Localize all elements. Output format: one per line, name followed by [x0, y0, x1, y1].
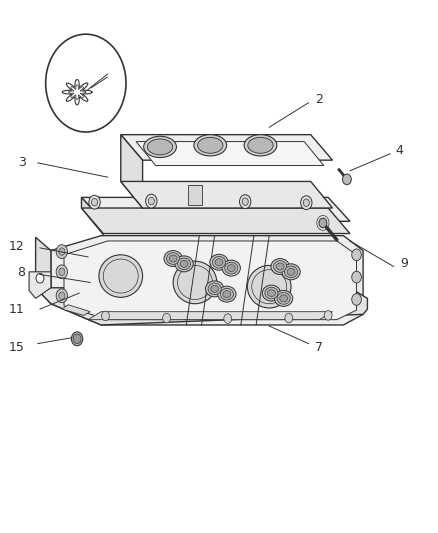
Text: 9: 9	[400, 257, 408, 270]
Ellipse shape	[205, 281, 224, 297]
Circle shape	[324, 311, 332, 320]
Circle shape	[56, 245, 67, 259]
Circle shape	[285, 313, 293, 323]
Ellipse shape	[194, 135, 226, 156]
Ellipse shape	[198, 138, 223, 154]
Ellipse shape	[177, 258, 191, 270]
Ellipse shape	[144, 136, 177, 158]
Polygon shape	[88, 312, 332, 320]
Circle shape	[92, 198, 98, 206]
Ellipse shape	[164, 251, 182, 266]
Ellipse shape	[282, 264, 300, 280]
Circle shape	[59, 268, 65, 276]
Polygon shape	[62, 305, 90, 316]
Ellipse shape	[99, 255, 143, 297]
Circle shape	[146, 194, 157, 208]
Ellipse shape	[222, 260, 240, 276]
Ellipse shape	[208, 283, 221, 295]
Polygon shape	[81, 208, 350, 233]
Circle shape	[59, 248, 65, 255]
Ellipse shape	[277, 293, 290, 304]
Text: 7: 7	[315, 341, 323, 354]
Circle shape	[343, 174, 351, 184]
Text: 8: 8	[17, 266, 25, 279]
Circle shape	[352, 249, 361, 261]
Polygon shape	[121, 135, 143, 208]
Circle shape	[300, 196, 312, 209]
Ellipse shape	[227, 265, 235, 271]
Circle shape	[352, 271, 361, 283]
Ellipse shape	[220, 288, 233, 300]
Circle shape	[162, 313, 170, 323]
Circle shape	[56, 265, 67, 279]
Polygon shape	[51, 236, 363, 325]
Ellipse shape	[280, 295, 288, 302]
Text: 3: 3	[18, 156, 26, 169]
Circle shape	[303, 199, 309, 206]
Circle shape	[46, 34, 126, 132]
Polygon shape	[64, 241, 357, 320]
Circle shape	[73, 334, 81, 344]
Ellipse shape	[268, 289, 276, 296]
Ellipse shape	[274, 261, 287, 272]
Ellipse shape	[223, 290, 231, 297]
Polygon shape	[29, 272, 51, 298]
Circle shape	[242, 198, 248, 205]
Ellipse shape	[247, 265, 291, 308]
Ellipse shape	[175, 256, 193, 272]
Ellipse shape	[225, 262, 238, 274]
Polygon shape	[121, 135, 332, 160]
Ellipse shape	[173, 261, 217, 304]
Ellipse shape	[166, 253, 180, 264]
Ellipse shape	[276, 263, 284, 270]
Circle shape	[352, 294, 361, 305]
Circle shape	[36, 273, 44, 283]
Polygon shape	[35, 288, 367, 325]
Circle shape	[148, 197, 154, 205]
Circle shape	[89, 195, 100, 209]
Ellipse shape	[215, 259, 223, 266]
Text: 6: 6	[113, 68, 121, 80]
Polygon shape	[136, 142, 324, 165]
Text: 12: 12	[9, 240, 25, 253]
Ellipse shape	[265, 287, 278, 299]
Text: 2: 2	[315, 93, 323, 106]
Circle shape	[224, 314, 232, 324]
Circle shape	[56, 289, 67, 303]
Circle shape	[71, 332, 83, 346]
Ellipse shape	[244, 135, 277, 156]
Circle shape	[102, 311, 110, 321]
Text: 11: 11	[9, 303, 25, 316]
Text: 15: 15	[9, 341, 25, 354]
Ellipse shape	[210, 254, 228, 270]
Ellipse shape	[287, 268, 295, 275]
Polygon shape	[81, 197, 103, 235]
Ellipse shape	[169, 255, 177, 262]
Ellipse shape	[148, 139, 173, 155]
Ellipse shape	[218, 286, 236, 302]
Ellipse shape	[212, 256, 226, 268]
Polygon shape	[188, 185, 201, 205]
Ellipse shape	[248, 138, 273, 154]
Polygon shape	[121, 181, 332, 208]
Ellipse shape	[271, 259, 289, 274]
Polygon shape	[81, 197, 350, 221]
Ellipse shape	[285, 266, 297, 278]
Circle shape	[319, 218, 327, 228]
Circle shape	[240, 195, 251, 208]
Text: 4: 4	[396, 144, 404, 157]
Circle shape	[59, 292, 65, 300]
Ellipse shape	[262, 285, 281, 301]
Polygon shape	[35, 237, 51, 304]
Ellipse shape	[275, 290, 293, 306]
Ellipse shape	[211, 285, 219, 292]
Ellipse shape	[180, 261, 188, 267]
